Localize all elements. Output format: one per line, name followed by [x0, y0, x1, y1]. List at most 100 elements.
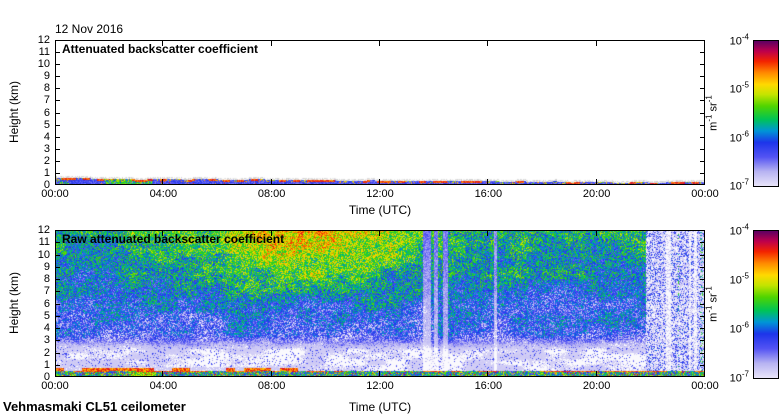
x-tick-label: 04:00 — [149, 380, 178, 392]
y-tick-label: 11 — [38, 46, 50, 59]
y-tick-mark — [700, 52, 704, 54]
y-tick-label: 3 — [43, 142, 50, 155]
raw-backscatter-heatmap — [55, 230, 705, 377]
y-tick-mark — [700, 328, 704, 329]
y-tick-label: 0 — [43, 371, 50, 383]
colorbar-tick-exponent: -5 — [741, 81, 749, 90]
colorbar-tick-label: 10-5 — [729, 81, 749, 96]
x-tick-label: 16:00 — [474, 380, 503, 392]
x-tick-label: 20:00 — [582, 380, 611, 392]
y-tick-mark — [700, 172, 704, 174]
x-tick-mark — [704, 41, 705, 46]
x-tick-mark — [379, 179, 380, 184]
unit-exponent: -1 — [704, 285, 714, 293]
y-tick-mark — [56, 136, 60, 138]
x-tick-mark — [162, 231, 164, 236]
x-tick-mark — [270, 371, 272, 376]
colorbar-tick-label: 10-4 — [729, 222, 749, 238]
y-tick-mark — [56, 52, 60, 54]
y-tick-mark — [56, 160, 60, 162]
y-tick-label: 11 — [38, 236, 50, 249]
unit-exponent: -1 — [704, 305, 714, 313]
x-tick-label: 00:00 — [41, 380, 69, 392]
y-axis-label-bottom: Height (km) — [7, 271, 21, 335]
y-tick-mark — [700, 340, 704, 342]
colorbar-units-label: m-1 sr-1 — [704, 285, 720, 322]
x-tick-mark — [595, 179, 597, 184]
y-tick-mark — [56, 172, 60, 174]
y-tick-label: 6 — [43, 106, 50, 119]
x-tick-label: 00:00 — [41, 188, 69, 200]
x-tick-mark — [487, 231, 489, 236]
x-tick-mark — [379, 41, 380, 46]
x-tick-mark — [704, 179, 705, 184]
x-tick-mark — [270, 41, 272, 46]
y-tick-mark — [700, 303, 704, 305]
date-label: 12 Nov 2016 — [55, 22, 124, 36]
y-tick-mark — [700, 184, 704, 185]
station-label: Vehmasmaki CL51 ceilometer — [3, 399, 186, 414]
y-tick-mark — [700, 160, 704, 162]
x-tick-mark — [162, 41, 164, 46]
y-tick-mark — [56, 148, 60, 150]
y-tick-label: 2 — [43, 154, 50, 167]
x-tick-mark — [379, 231, 380, 236]
y-tick-label: 7 — [43, 94, 50, 107]
y-tick-label: 4 — [43, 322, 50, 334]
y-tick-mark — [700, 148, 704, 150]
colorbar-top — [753, 40, 779, 187]
y-tick-mark — [56, 64, 60, 66]
colorbar-tick-exponent: -7 — [741, 177, 749, 187]
x-tick-label: 12:00 — [366, 188, 394, 200]
x-tick-mark — [162, 371, 164, 376]
y-tick-mark — [56, 254, 60, 256]
y-tick-mark — [700, 315, 704, 317]
y-tick-label: 0 — [43, 179, 50, 191]
x-tick-label: 08:00 — [257, 188, 286, 200]
x-axis-label-top: Time (UTC) — [348, 203, 412, 217]
colorbar-tick-label: 10-4 — [729, 32, 749, 48]
y-tick-mark — [700, 242, 704, 244]
y-tick-mark — [56, 328, 60, 329]
y-tick-mark — [700, 64, 704, 66]
y-tick-mark — [56, 40, 60, 41]
colorbar-tick-exponent: -6 — [741, 129, 749, 139]
y-tick-label: 10 — [37, 248, 50, 261]
y-tick-mark — [56, 124, 60, 126]
y-tick-label: 10 — [37, 58, 50, 71]
y-tick-mark — [56, 242, 60, 244]
panel-title-attenuated: Attenuated backscatter coefficient — [62, 42, 259, 56]
y-tick-label: 9 — [43, 70, 50, 83]
y-tick-mark — [700, 136, 704, 138]
y-tick-mark — [700, 124, 704, 126]
x-tick-mark — [704, 371, 705, 376]
y-tick-mark — [56, 376, 60, 377]
y-tick-mark — [700, 266, 704, 268]
y-tick-mark — [56, 184, 60, 185]
x-tick-mark — [162, 179, 164, 184]
y-tick-mark — [56, 291, 60, 293]
y-tick-mark — [700, 76, 704, 78]
colorbar-tick-exponent: -4 — [741, 222, 749, 232]
y-tick-mark — [700, 230, 704, 231]
x-tick-mark — [55, 371, 56, 376]
x-tick-mark — [595, 371, 597, 376]
colorbar-tick-label: 10-6 — [729, 320, 749, 336]
colorbar-tick-label: 10-6 — [729, 129, 749, 144]
y-tick-label: 7 — [43, 285, 50, 298]
y-tick-mark — [700, 291, 704, 293]
y-tick-mark — [56, 266, 60, 268]
x-tick-label: 20:00 — [582, 188, 611, 200]
y-tick-label: 3 — [43, 334, 50, 347]
y-tick-mark — [56, 112, 60, 114]
y-tick-label: 12 — [37, 224, 50, 236]
x-tick-mark — [270, 231, 272, 236]
panel-raw-backscatter: Raw attenuated backscatter coefficient — [55, 230, 705, 377]
colorbar-tick-exponent: -4 — [741, 32, 749, 42]
y-tick-mark — [56, 303, 60, 305]
y-tick-mark — [700, 40, 704, 41]
x-tick-mark — [595, 231, 597, 236]
colorbar-bottom — [753, 230, 779, 379]
colorbar-tick-exponent: -5 — [741, 271, 749, 281]
